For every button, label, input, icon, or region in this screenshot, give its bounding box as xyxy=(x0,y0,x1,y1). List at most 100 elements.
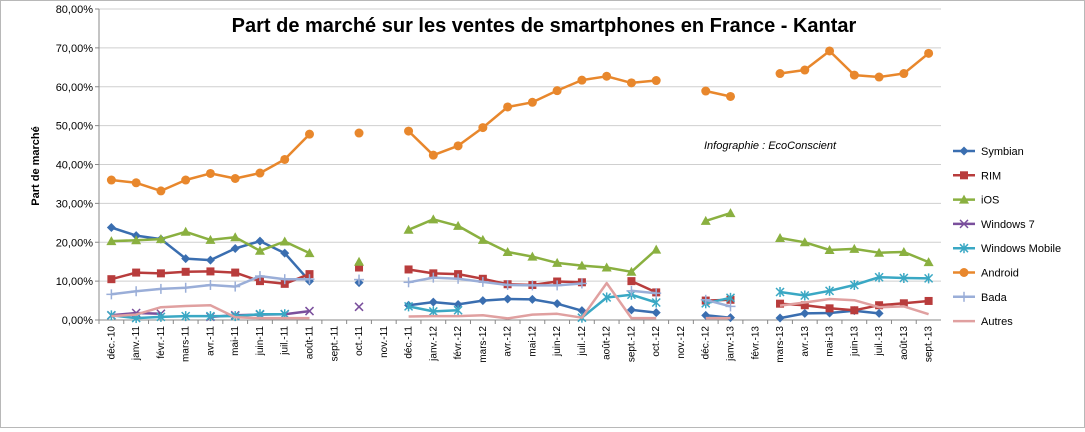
data-point xyxy=(453,141,463,151)
data-point xyxy=(428,272,439,283)
x-tick-labels: déc.-10 janv.-11 févr.-11 mars-11 avr.-11 mai… xyxy=(98,320,935,363)
data-point xyxy=(354,302,364,312)
data-point xyxy=(156,311,166,322)
data-point xyxy=(503,294,513,304)
data-point xyxy=(849,243,860,253)
x-tick-label: août-13 xyxy=(899,326,910,360)
data-point xyxy=(403,277,414,288)
legend-item-bada: Bada xyxy=(953,291,1008,304)
series-autres xyxy=(111,281,929,320)
data-point xyxy=(874,308,884,318)
data-point xyxy=(527,294,537,304)
x-tick-label: sept.-11 xyxy=(329,326,340,362)
data-point xyxy=(503,102,513,112)
data-point xyxy=(255,277,264,286)
data-point xyxy=(428,214,439,224)
data-point xyxy=(527,280,538,291)
data-point xyxy=(255,236,265,246)
x-tick-label: déc.-11 xyxy=(404,326,415,359)
data-point xyxy=(181,175,191,185)
data-point xyxy=(849,280,859,291)
data-point xyxy=(180,282,191,293)
legend-item-ios: iOS xyxy=(953,194,999,207)
data-point xyxy=(875,301,884,310)
data-point xyxy=(775,287,785,298)
x-tick-label: nov.-12 xyxy=(676,326,687,359)
x-tick-label: sept.-12 xyxy=(626,326,637,363)
data-point xyxy=(254,271,265,282)
x-tick-label: sept.-13 xyxy=(924,326,935,363)
y-tick-label: 20,00% xyxy=(56,237,94,249)
data-point xyxy=(775,313,785,323)
data-point xyxy=(959,219,969,229)
data-point xyxy=(651,308,661,318)
y-tick-label: 40,00% xyxy=(56,160,94,172)
data-point xyxy=(552,280,563,291)
data-point xyxy=(155,283,166,294)
legend-label: Windows 7 xyxy=(981,219,1035,231)
data-point xyxy=(279,274,290,285)
data-point xyxy=(627,277,636,286)
legend-label: Windows Mobile xyxy=(981,243,1061,255)
data-point xyxy=(799,237,810,247)
data-point xyxy=(404,301,414,312)
plot-area xyxy=(106,46,934,324)
data-point xyxy=(800,65,810,75)
data-point xyxy=(205,255,215,265)
data-point xyxy=(800,308,810,318)
data-point xyxy=(527,251,538,261)
series-ios xyxy=(106,208,934,276)
data-point xyxy=(304,274,315,285)
legend-label: RIM xyxy=(981,170,1001,182)
x-tick-label: janv.-11 xyxy=(131,326,142,362)
data-point xyxy=(874,72,884,82)
data-point xyxy=(478,296,488,306)
data-point xyxy=(874,247,885,257)
data-point xyxy=(959,194,969,204)
data-point xyxy=(231,268,240,277)
y-tick-label: 0,00% xyxy=(62,315,93,327)
data-point xyxy=(576,278,587,289)
data-point xyxy=(601,262,612,272)
x-tick-label: août-11 xyxy=(305,326,316,360)
data-point xyxy=(453,305,463,316)
data-point xyxy=(775,232,786,242)
data-point xyxy=(107,275,116,284)
data-point xyxy=(181,254,191,264)
y-tick-labels: 0,00% 10,00% 20,00% 30,00% 40,00% 50,00% 60,00… xyxy=(56,4,94,327)
data-point xyxy=(132,268,141,277)
data-point xyxy=(576,260,587,270)
x-tick-label: janv.-13 xyxy=(726,326,737,362)
x-tick-label: avr.-13 xyxy=(800,326,811,357)
x-tick-label: août-12 xyxy=(602,326,613,360)
data-point xyxy=(899,299,908,308)
data-point xyxy=(800,301,809,310)
data-point xyxy=(181,311,191,322)
y-tick-label: 50,00% xyxy=(56,121,94,133)
data-point xyxy=(106,236,117,246)
data-point xyxy=(206,267,215,276)
data-point xyxy=(279,236,290,246)
data-point xyxy=(552,257,563,267)
data-point xyxy=(354,274,365,285)
chart-title: Part de marché sur les ventes de smartph… xyxy=(232,15,857,37)
data-point xyxy=(726,91,735,101)
data-point xyxy=(959,291,969,302)
data-point xyxy=(155,234,166,244)
data-point xyxy=(577,75,587,85)
data-point xyxy=(205,280,216,291)
x-tick-label: mars-13 xyxy=(775,326,786,363)
legend-label: Symbian xyxy=(981,146,1024,158)
y-tick-label: 80,00% xyxy=(56,4,94,16)
data-point xyxy=(181,267,190,276)
annotation-credit: Infographie : EcoConscient xyxy=(704,140,837,152)
legend-item-rim: RIM xyxy=(953,170,1001,182)
data-point xyxy=(230,243,240,253)
data-point xyxy=(602,292,612,303)
data-point xyxy=(651,288,662,299)
series-windows-mobile xyxy=(106,272,934,324)
data-point xyxy=(725,292,736,303)
data-point xyxy=(156,186,166,196)
data-point xyxy=(403,224,414,234)
data-point xyxy=(131,286,142,297)
